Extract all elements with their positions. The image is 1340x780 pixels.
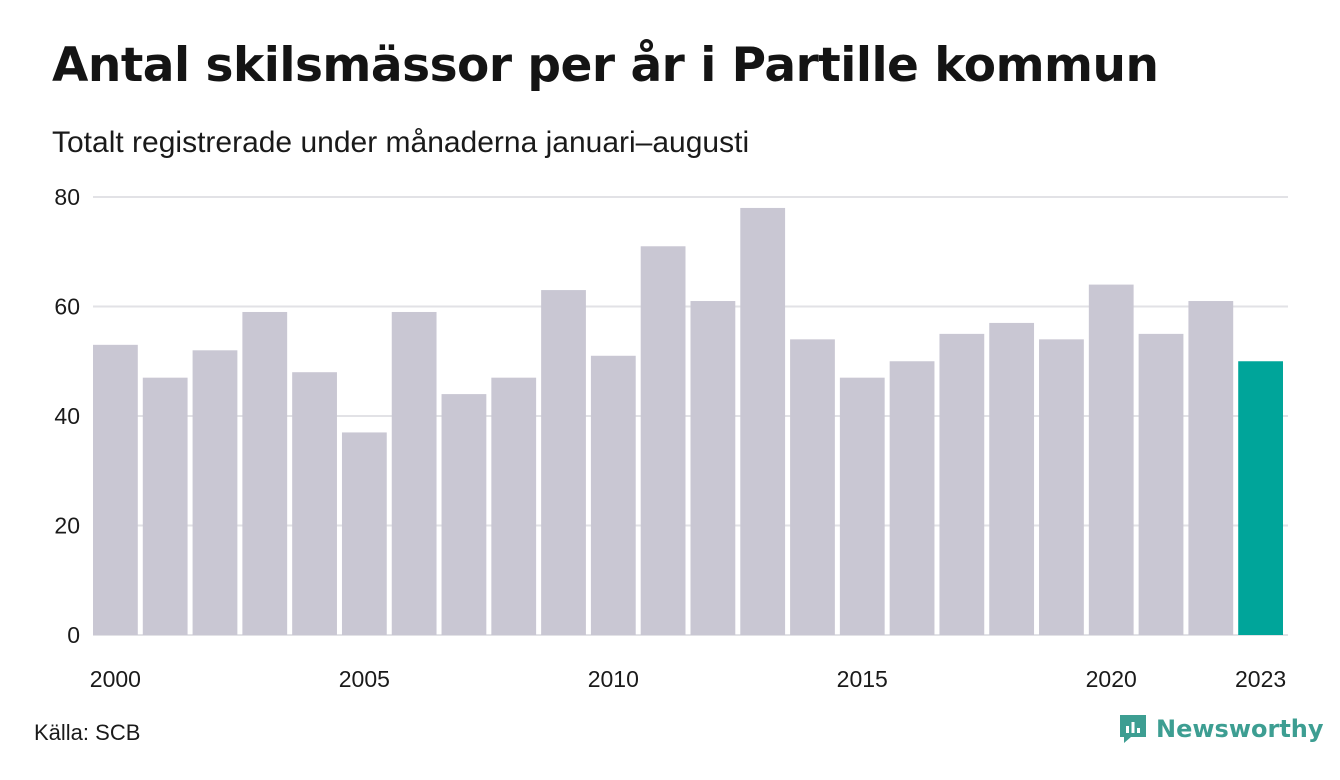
bar-2003 <box>242 311 288 635</box>
bar-2016 <box>889 361 935 635</box>
y-tick-label: 20 <box>54 513 80 539</box>
x-tick-label: 2000 <box>90 666 141 692</box>
chart-title: Antal skilsmässor per år i Partille komm… <box>52 38 1159 93</box>
bar-2010 <box>590 355 636 635</box>
y-tick-label: 0 <box>67 622 80 648</box>
bar-2000 <box>93 344 138 635</box>
bar-2005 <box>341 432 387 635</box>
bar-2017 <box>939 333 985 635</box>
bar-2023 <box>1238 361 1283 635</box>
x-tick-label: 2010 <box>588 666 639 692</box>
x-tick-label: 2023 <box>1235 666 1286 692</box>
y-tick-label: 60 <box>54 294 80 320</box>
bar-2006 <box>391 311 437 635</box>
y-axis-ticks: 0 20 40 60 80 <box>54 184 80 648</box>
bar-2013 <box>740 207 786 635</box>
x-tick-label: 2005 <box>339 666 390 692</box>
bar-2021 <box>1138 333 1184 635</box>
bar-2015 <box>839 377 885 635</box>
x-tick-label: 2020 <box>1086 666 1137 692</box>
bar-2004 <box>292 372 337 635</box>
bar-2012 <box>690 301 736 635</box>
bar-2019 <box>1039 339 1084 635</box>
bars <box>93 207 1283 635</box>
newsworthy-logo-icon <box>1120 715 1146 743</box>
bar-2014 <box>790 339 835 635</box>
brand-logo: Newsworthy <box>1118 713 1324 745</box>
y-tick-label: 40 <box>54 403 80 429</box>
bar-2009 <box>541 290 586 635</box>
x-axis-ticks: 2000 2005 2010 2015 2020 2023 <box>90 666 1286 692</box>
source-note: Källa: SCB <box>34 720 141 745</box>
bar-2002 <box>192 350 238 635</box>
y-tick-label: 80 <box>54 184 80 210</box>
bar-2011 <box>640 246 686 635</box>
bar-2022 <box>1188 301 1234 635</box>
bar-2007 <box>441 394 487 635</box>
brand-name: Newsworthy <box>1156 715 1324 743</box>
bar-2001 <box>142 377 188 635</box>
bar-2008 <box>491 377 537 635</box>
bar-2020 <box>1088 284 1134 635</box>
x-tick-label: 2015 <box>837 666 888 692</box>
bar-2018 <box>989 322 1035 635</box>
chart-subtitle: Totalt registrerade under månaderna janu… <box>52 126 750 159</box>
